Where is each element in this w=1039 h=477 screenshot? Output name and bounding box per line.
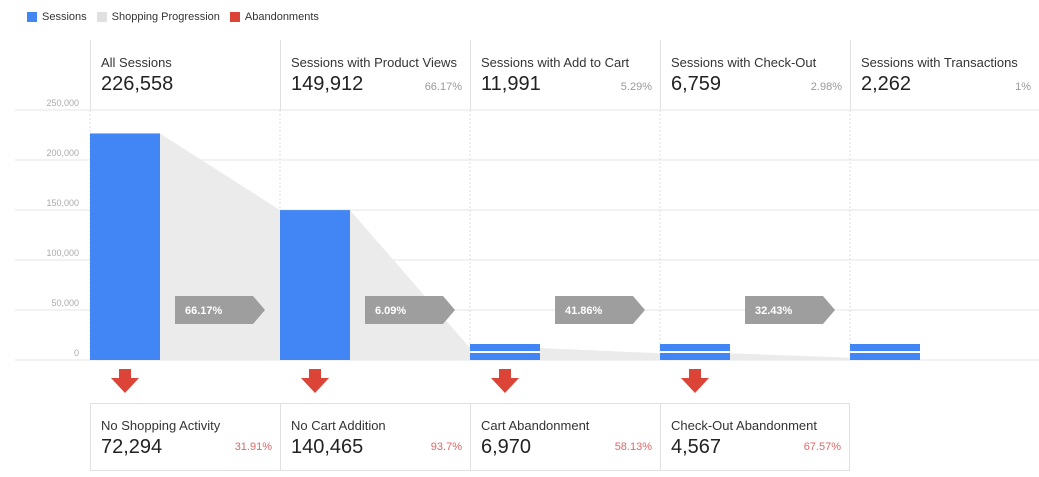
legend-item-shopping-progression[interactable]: Shopping Progression — [96, 11, 220, 23]
legend-item-sessions[interactable]: Sessions — [27, 11, 87, 23]
abandonment-title: No Shopping Activity — [101, 418, 221, 433]
abandonment-value: 140,465 — [291, 436, 364, 458]
legend-swatch-abandonments — [229, 12, 240, 22]
y-tick-label: 0 — [74, 348, 79, 358]
progression-area — [350, 210, 470, 360]
abandonment-pct: 67.57% — [803, 441, 841, 453]
abandonment-check-out-abandonment[interactable]: Check-Out Abandonment 4,567 67.57% — [660, 403, 850, 471]
session-bar — [90, 133, 160, 360]
stage-value: 149,912 — [291, 73, 364, 95]
abandonment-title: Cart Abandonment — [481, 418, 590, 433]
stage-value: 11,991 — [481, 73, 541, 95]
progression-area — [160, 133, 280, 360]
session-bar — [280, 210, 350, 360]
abandonment-cart-abandonment[interactable]: Cart Abandonment 6,970 58.13% — [470, 403, 660, 471]
abandonment-no-cart-addition[interactable]: No Cart Addition 140,465 93.7% — [280, 403, 470, 471]
y-tick-label: 100,000 — [46, 248, 79, 258]
progression-arrow — [555, 296, 645, 324]
abandonment-pct: 58.13% — [614, 441, 652, 453]
progression-area — [730, 353, 850, 360]
y-tick-label: 150,000 — [46, 198, 79, 208]
abandonment-title: No Cart Addition — [291, 418, 386, 433]
stage-title: Sessions with Add to Cart — [481, 55, 630, 70]
y-tick-label: 200,000 — [46, 148, 79, 158]
abandonment-arrow-icon — [491, 369, 519, 393]
stage-pct: 1% — [1015, 81, 1031, 93]
abandonment-no-shopping-activity[interactable]: No Shopping Activity 72,294 31.91% — [90, 403, 280, 471]
legend-label: Sessions — [42, 11, 87, 23]
legend-item-abandonments[interactable]: Abandonments — [229, 11, 319, 23]
stage-title: All Sessions — [101, 55, 172, 70]
stage-value: 226,558 — [101, 73, 174, 95]
y-tick-label: 250,000 — [46, 98, 79, 108]
stage-add-to-cart[interactable]: Sessions with Add to Cart 11,991 5.29% — [470, 40, 660, 110]
legend-label: Shopping Progression — [111, 11, 220, 23]
progression-arrow — [745, 296, 835, 324]
abandonment-value: 4,567 — [671, 436, 722, 458]
legend-swatch-progression — [96, 12, 107, 22]
abandonment-title: Check-Out Abandonment — [671, 418, 817, 433]
progression-pct-label: 32.43% — [755, 305, 793, 317]
stage-pct: 66.17% — [424, 81, 462, 93]
progression-pct-label: 66.17% — [185, 305, 223, 317]
stage-product-views[interactable]: Sessions with Product Views 149,912 66.1… — [280, 40, 470, 110]
session-bar-stripe — [470, 351, 540, 353]
progression-area — [540, 348, 660, 360]
abandonment-pct: 31.91% — [234, 441, 272, 453]
abandonment-arrow-icon — [111, 369, 139, 393]
y-tick-label: 50,000 — [51, 298, 79, 308]
progression-arrow — [175, 296, 265, 324]
abandonment-arrow-icon — [681, 369, 709, 393]
session-bar-stripe — [850, 351, 920, 353]
legend-label: Abandonments — [244, 11, 319, 23]
progression-arrow — [365, 296, 455, 324]
abandonment-pct: 93.7% — [430, 441, 462, 453]
abandonment-value: 72,294 — [101, 436, 163, 458]
stage-title: Sessions with Transactions — [861, 55, 1018, 70]
progression-pct-label: 41.86% — [565, 305, 603, 317]
stage-check-out[interactable]: Sessions with Check-Out 6,759 2.98% — [660, 40, 850, 110]
session-bar-stripe — [660, 351, 730, 353]
legend-swatch-sessions — [27, 12, 37, 22]
legend: Sessions Shopping Progression Abandonmen… — [27, 11, 329, 23]
abandonment-value: 6,970 — [481, 436, 532, 458]
stage-transactions[interactable]: Sessions with Transactions 2,262 1% — [850, 40, 1039, 110]
stage-pct: 2.98% — [810, 81, 842, 93]
abandonment-arrow-icon — [301, 369, 329, 393]
stage-value: 2,262 — [861, 73, 912, 95]
stage-pct: 5.29% — [620, 81, 652, 93]
progression-pct-label: 6.09% — [375, 305, 406, 317]
stage-title: Sessions with Check-Out — [671, 55, 817, 70]
stage-value: 6,759 — [671, 73, 722, 95]
stage-title: Sessions with Product Views — [291, 55, 457, 70]
stage-all-sessions[interactable]: All Sessions 226,558 — [90, 40, 280, 110]
